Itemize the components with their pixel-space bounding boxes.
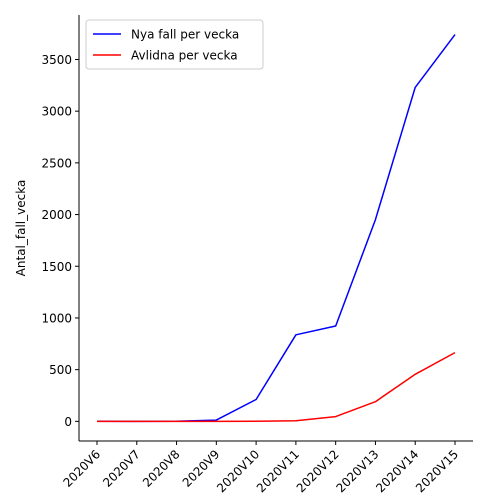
y-axis: 0 500 1000 1500 2000 2500 3000 3500 Antal_fall_… <box>14 15 80 441</box>
y-tick-label: 0 <box>64 415 72 429</box>
x-tick-label: 2020V8 <box>140 447 183 490</box>
legend: Nya fall per vecka Avlidna per vecka <box>85 19 264 70</box>
y-tick-label: 1000 <box>41 311 72 325</box>
x-tick-label: 2020V7 <box>100 447 143 490</box>
y-tick-label: 500 <box>49 363 72 377</box>
x-tick-label: 2020V6 <box>60 447 103 490</box>
y-tick-label: 1500 <box>41 260 72 274</box>
x-tick-label: 2020V10 <box>214 447 262 495</box>
y-tick-label: 2500 <box>41 156 72 170</box>
x-ticks: 2020V62020V72020V82020V92020V102020V1120… <box>60 441 461 495</box>
series-line-1 <box>97 351 456 423</box>
y-tick-label: 2000 <box>41 208 72 222</box>
y-ticks: 0 500 1000 1500 2000 2500 3000 3500 <box>41 53 79 429</box>
x-tick-label: 2020V11 <box>254 447 302 495</box>
legend-label-nya-fall: Nya fall per vecka <box>131 28 239 42</box>
x-tick-label: 2020V15 <box>413 447 461 495</box>
legend-frame <box>85 19 264 70</box>
y-axis-title: Antal_fall_vecka <box>14 180 28 277</box>
x-tick-label: 2020V13 <box>333 447 381 495</box>
legend-label-avlidna: Avlidna per vecka <box>131 49 238 63</box>
series-line-0 <box>96 34 456 423</box>
x-axis: 2020V62020V72020V82020V92020V102020V1120… <box>60 440 473 495</box>
y-tick-label: 3500 <box>41 53 72 67</box>
x-tick-label: 2020V12 <box>294 447 342 495</box>
y-tick-label: 3000 <box>41 105 72 119</box>
series-layer <box>96 34 456 423</box>
x-tick-label: 2020V14 <box>373 447 421 495</box>
